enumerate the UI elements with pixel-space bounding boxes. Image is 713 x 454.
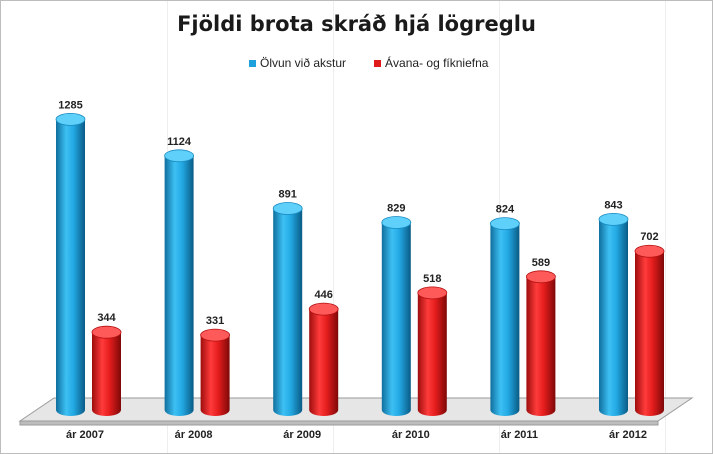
chart-floor-edge	[19, 420, 659, 426]
legend-swatch-series-2	[374, 59, 382, 67]
bar-cap-series-2	[634, 244, 665, 258]
bar-cap-series-1	[381, 216, 412, 229]
bar-cap-series-2	[417, 286, 448, 300]
bar-series-2	[309, 309, 339, 416]
sheet-gridline	[333, 1, 334, 453]
bar-series-1	[273, 208, 303, 416]
bar-cap-series-2	[526, 270, 556, 284]
bar-series-1	[56, 119, 85, 417]
data-label: 446	[315, 289, 333, 301]
data-label: 702	[640, 231, 658, 243]
legend-swatch-series-1	[249, 59, 256, 67]
bar-cap-series-1	[272, 202, 303, 215]
data-label: 829	[387, 203, 405, 215]
legend-item-series-2: Ávana- og fíkniefna	[374, 56, 488, 70]
bar-series-2	[92, 332, 121, 416]
legend-label-series-2: Ávana- og fíkniefna	[385, 56, 489, 70]
bar-series-2	[635, 251, 664, 416]
data-label: 331	[206, 315, 224, 327]
bar-series-2	[526, 276, 556, 416]
x-tick-label: ár 2012	[609, 429, 647, 441]
bar-cap-series-2	[308, 302, 339, 316]
bar-cap-series-1	[489, 217, 520, 231]
bar-cap-series-1	[164, 149, 195, 163]
bar-series-2	[417, 292, 447, 416]
x-tick-label: ár 2008	[175, 429, 213, 441]
data-label: 824	[496, 204, 515, 216]
bar-series-1	[490, 223, 520, 417]
x-tick-label: ár 2009	[283, 429, 321, 441]
bar-cap-series-2	[91, 325, 122, 339]
data-label: 1285	[58, 99, 82, 111]
bar-series-1	[164, 155, 194, 416]
sheet-gridline	[665, 1, 666, 453]
data-label: 344	[97, 312, 116, 324]
x-tick-label: ár 2010	[392, 429, 430, 441]
bar-series-1	[381, 222, 411, 416]
bar-series-2	[200, 335, 230, 416]
data-label: 843	[604, 199, 622, 211]
chart-title: Fjöldi brota skráð hjá lögreglu	[177, 12, 536, 36]
bar-cap-series-1	[55, 112, 86, 126]
x-tick-label: ár 2007	[66, 429, 104, 441]
data-label: 891	[279, 188, 297, 200]
data-label: 589	[532, 257, 550, 269]
bar-series-1	[599, 219, 628, 416]
data-label: 518	[423, 273, 441, 285]
bar-cap-series-2	[200, 328, 231, 342]
data-label: 1124	[167, 136, 192, 148]
bar-cap-series-1	[598, 212, 629, 226]
legend-label-series-1: Ölvun við akstur	[260, 56, 347, 70]
legend-item-series-1: Ölvun við akstur	[249, 56, 346, 70]
chart-legend: Ölvun við akstur Ávana- og fíkniefna	[249, 56, 488, 70]
x-tick-label: ár 2011	[501, 429, 538, 441]
